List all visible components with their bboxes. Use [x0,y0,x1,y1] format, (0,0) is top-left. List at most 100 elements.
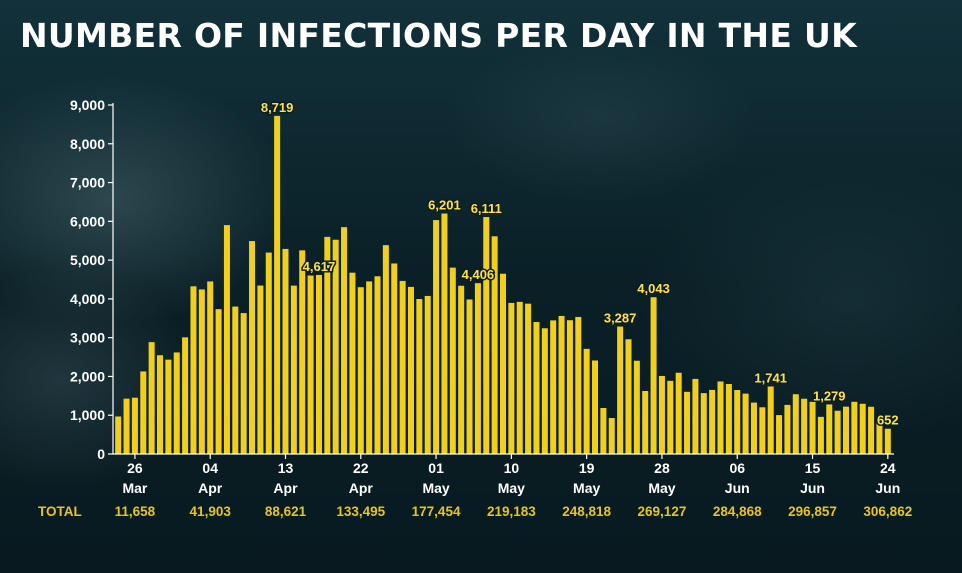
bar [600,408,607,454]
bar [299,250,306,454]
x-tick-month: Mar [122,480,147,496]
total-value: 88,621 [265,504,307,519]
bar [240,313,247,454]
data-label: 8,719 [261,100,294,115]
x-tick-day: 04 [202,460,218,476]
bar [784,404,791,454]
axes-group [112,103,894,455]
bar [516,301,523,454]
x-tick-day: 13 [278,460,294,476]
bar [265,252,272,454]
y-axis-ticks: 0 1,000 2,000 3,000 4,000 5,000 6,000 7,000 8,00… [70,97,113,462]
y-tick-label: 3,000 [70,330,105,346]
data-label: 1,279 [813,388,846,403]
bar [458,285,465,454]
x-tick-month: May [422,480,449,496]
total-value: 177,454 [412,504,461,519]
x-tick-day: 10 [504,460,520,476]
bar [541,328,548,454]
bar [533,322,540,454]
bar [307,275,314,454]
totals-row: TOTAL 11,658 41,903 88,621 133,495 177,454 219… [38,504,912,519]
bar [633,360,640,454]
bar [157,355,164,454]
bar [407,286,414,454]
bar [650,297,657,454]
total-value: 248,818 [562,504,611,519]
y-tick-label: 8,000 [70,136,105,152]
bar [449,267,456,454]
x-tick-month: Jun [875,480,900,496]
x-tick-month: May [573,480,600,496]
total-value: 11,658 [115,504,156,519]
bar [684,391,691,454]
bar [809,401,816,454]
x-tick-day: 06 [729,460,745,476]
bar [332,239,339,454]
x-tick-day: 24 [880,460,896,476]
data-label: 6,111 [471,201,502,216]
y-tick-label: 9,000 [70,97,105,113]
y-tick-label: 4,000 [70,291,105,307]
bar [658,375,665,454]
bar [341,227,348,454]
bar [667,380,674,454]
x-tick-month: May [498,480,525,496]
x-tick-month: Apr [349,480,374,496]
bar [717,381,724,454]
bar [382,245,389,454]
data-label: 4,043 [637,281,670,296]
bar [366,281,373,454]
data-label: 1,741 [754,370,787,385]
bar [215,309,222,454]
bar [625,339,632,454]
x-tick-day: 26 [127,460,143,476]
x-tick-day: 28 [654,460,670,476]
bar [140,371,147,454]
bar [223,225,230,454]
total-value: 296,857 [788,504,837,519]
total-value: 269,127 [638,504,687,519]
bar [123,398,130,454]
data-label: 3,287 [604,311,637,326]
bar [834,410,841,454]
chart-title: NUMBER OF INFECTIONS PER DAY IN THE UK [20,16,857,55]
y-tick-label: 1,000 [70,407,105,423]
bar [148,342,155,454]
data-label: 652 [877,413,899,428]
bar [466,299,473,454]
x-tick-day: 15 [805,460,821,476]
y-tick-label: 5,000 [70,252,105,268]
bar [424,295,431,454]
bar [173,352,180,454]
bar [416,299,423,454]
bar [483,217,490,454]
total-value: 219,183 [487,504,536,519]
bar [817,416,824,454]
bar [566,320,573,454]
bar [290,285,297,454]
bar [441,213,448,454]
bar [592,360,599,454]
bar [349,272,356,454]
bar [508,302,515,454]
bar [859,403,866,454]
total-value: 133,495 [336,504,385,519]
bar [842,406,849,454]
bar [433,220,440,454]
bar [374,276,381,454]
x-tick-day: 19 [579,460,595,476]
bar [165,359,172,454]
x-tick-month: May [648,480,675,496]
data-label: 4,406 [462,267,495,282]
bar [750,402,757,454]
bar [884,428,891,454]
bar [190,286,197,454]
total-value: 284,868 [713,504,762,519]
bar [115,416,122,454]
bar [182,337,189,454]
bar [324,236,331,454]
y-tick-label: 7,000 [70,175,105,191]
y-tick-label: 6,000 [70,213,105,229]
